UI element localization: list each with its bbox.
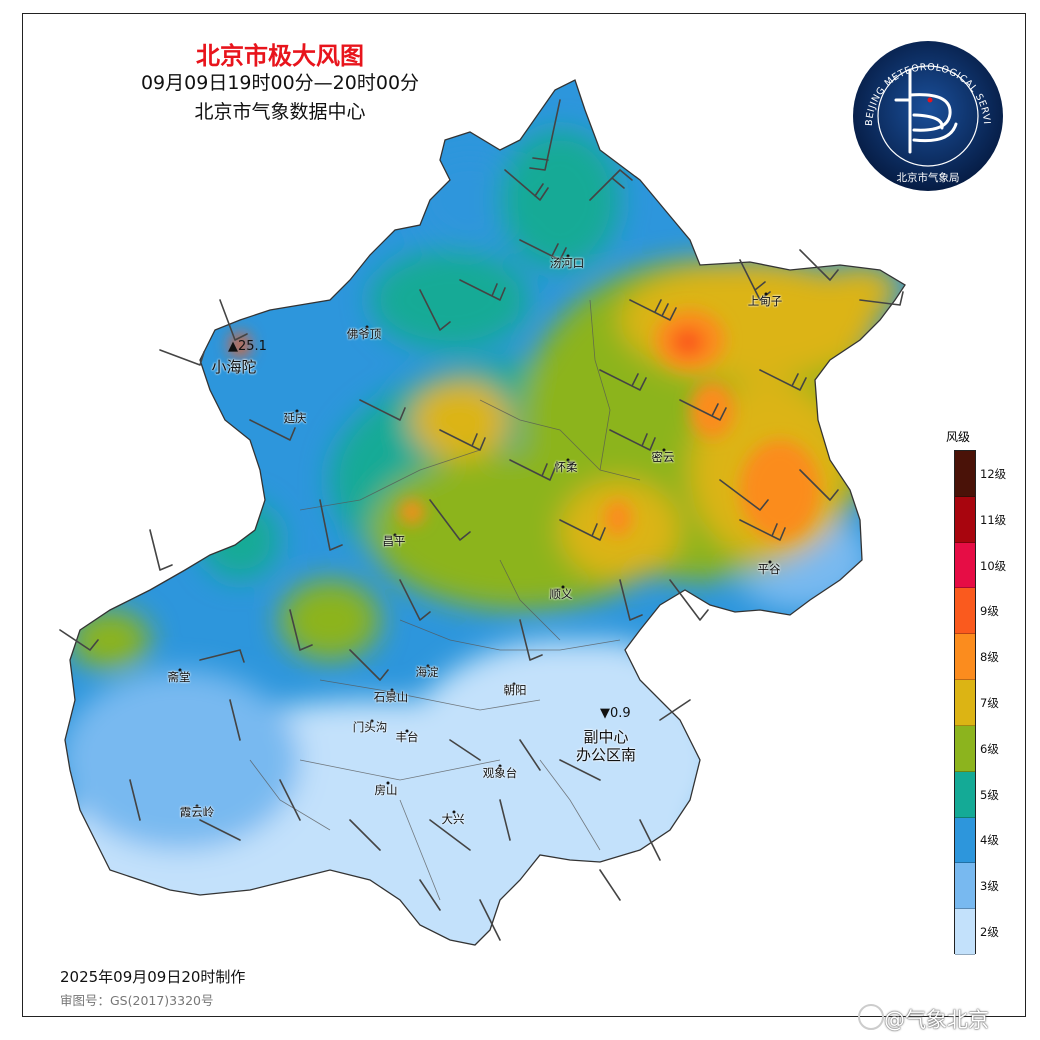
min-marker-icon: ▼ (600, 706, 610, 721)
district-label: 平谷 (757, 562, 781, 576)
legend-level-label: 2级 (980, 925, 999, 940)
legend-level-label: 12级 (980, 466, 1007, 481)
map-title: 北京市极大风图 (196, 42, 364, 70)
max-marker-icon: ▲ (228, 339, 238, 354)
wind-barbs (59, 99, 904, 941)
min-station-line1: 副中心 (583, 728, 629, 746)
legend-swatch (955, 542, 975, 589)
production-time: 2025年09月09日20时制作 (60, 968, 246, 986)
district-label: 房山 (374, 783, 398, 797)
max-gust-value: 25.1 (238, 339, 267, 354)
legend-level-label: 11级 (980, 512, 1007, 527)
legend-swatch (955, 725, 975, 772)
map-approval-number: 审图号：GS(2017)3320号 (60, 993, 214, 1008)
legend-swatch (955, 634, 975, 681)
district-label: 丰台 (395, 730, 419, 744)
district-label: 昌平 (382, 534, 406, 548)
time-range: 09月09日19时00分—20时00分 (140, 72, 420, 94)
legend-title: 风级 (946, 430, 971, 444)
district-dots (178, 254, 772, 814)
weibo-icon (858, 1004, 884, 1030)
max-gust-readout: ▲25.1 (228, 339, 267, 354)
district-label: 怀柔 (554, 460, 578, 474)
district-label: 石景山 (373, 690, 409, 704)
district-label: 佛爷顶 (346, 327, 382, 341)
logo-name: 北京市气象局 (897, 171, 960, 184)
legend-colorbar (954, 450, 976, 955)
legend-swatch (955, 588, 975, 635)
district-label: 门头沟 (352, 720, 388, 734)
district-label: 大兴 (441, 812, 465, 826)
legend-swatch (955, 863, 975, 910)
district-label: 延庆 (283, 411, 307, 425)
data-source: 北京市气象数据中心 (194, 101, 366, 123)
legend-level-label: 8级 (980, 650, 999, 665)
district-label: 上甸子 (747, 294, 783, 308)
legend-level-label: 4级 (980, 833, 999, 848)
district-label: 朝阳 (503, 683, 527, 697)
legend-level-label: 10级 (980, 558, 1007, 573)
min-station-line2: 办公区南 (575, 746, 637, 764)
district-label: 霞云岭 (179, 805, 215, 819)
legend-level-label: 7级 (980, 696, 999, 710)
max-gust-station: 小海陀 (211, 358, 257, 376)
district-label: 汤河口 (549, 256, 585, 270)
watermark: @气象北京 (884, 1008, 989, 1032)
legend-level-label: 3级 (980, 879, 999, 894)
legend-swatch (955, 909, 975, 955)
legend-swatch (955, 771, 975, 818)
legend-level-label: 9级 (980, 604, 999, 619)
min-gust-readout: ▼0.9 (600, 706, 631, 721)
legend-swatch (955, 451, 975, 497)
legend-swatch (955, 496, 975, 543)
district-label: 海淀 (415, 665, 439, 679)
district-label: 观象台 (482, 766, 518, 780)
beijing-meteorological-service-logo: BEIJING METEOROLOGICAL SERVICE 北京市气象局 (852, 40, 1003, 191)
legend-swatch (955, 680, 975, 726)
district-label: 顺义 (549, 587, 573, 601)
legend-level-label: 6级 (980, 741, 999, 756)
min-gust-station: 副中心 办公区南 (576, 728, 636, 764)
district-label: 密云 (651, 450, 675, 464)
district-label: 斋堂 (167, 670, 191, 684)
min-gust-value: 0.9 (610, 706, 631, 721)
legend-swatch (955, 817, 975, 864)
legend-level-label: 5级 (980, 787, 999, 802)
